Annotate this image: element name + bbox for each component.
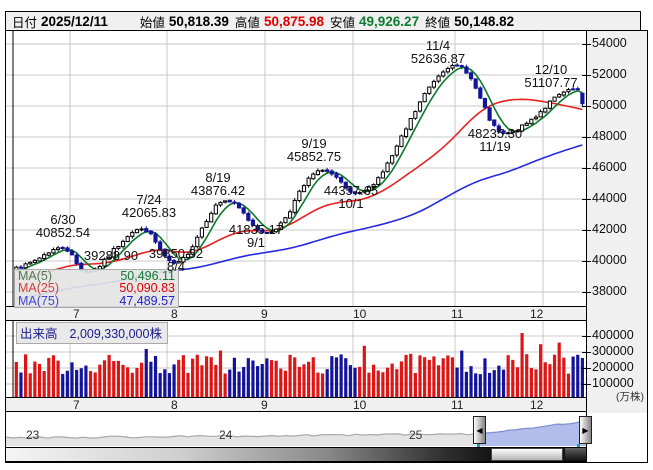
ma75-value: 47,489.57 [119, 293, 175, 308]
right-arrow-icon: ▶ [582, 426, 589, 435]
ma75-row: MA(75) 47,489.57 [18, 293, 175, 308]
chart-annotation: 7/24 42065.83 [121, 192, 177, 220]
ma25-value: 50,090.83 [119, 281, 175, 296]
ma5-row: MA(5) 50,496.11 [18, 269, 175, 283]
chart-annotation: 11/4 52636.87 [410, 38, 466, 66]
chart-annotation: 41835.17 9/1 [228, 222, 284, 250]
price-tick-label: 52000 [592, 67, 627, 81]
open-value: 50,818.39 [168, 13, 229, 29]
date-value: 2025/12/11 [41, 13, 108, 29]
price-tick-label: 48000 [592, 129, 627, 143]
volume-tick-label: 400000 [592, 328, 634, 342]
price-tick-mark [582, 261, 591, 262]
nav-right-tick [577, 444, 580, 448]
month-label-price: 7 [73, 307, 80, 321]
month-label-price: 9 [261, 307, 268, 321]
price-tick-mark [582, 75, 591, 76]
month-axis-price [6, 306, 647, 321]
price-tick-mark [582, 106, 591, 107]
month-label-price: 8 [171, 307, 178, 321]
left-arrow-icon: ◀ [476, 426, 483, 435]
month-label-volume: 7 [73, 398, 80, 412]
price-tick-mark [582, 44, 591, 45]
chart-annotation: 6/30 40852.54 [35, 212, 91, 240]
month-label-price: 12 [530, 307, 544, 321]
nav-left-handle[interactable]: ◀ [473, 416, 486, 444]
ma5-label: MA(5) [18, 269, 53, 283]
chart-annotation: 39288.90 [83, 248, 139, 263]
open-label: 始値 [139, 15, 165, 30]
year-label: 24 [219, 428, 233, 442]
month-label-price: 11 [451, 307, 464, 321]
low-label: 安値 [330, 15, 356, 30]
volume-header: 出来高 2,009,330,000株 [16, 322, 168, 344]
low-value: 49,926.27 [359, 13, 420, 29]
volume-tick-mark [582, 336, 591, 337]
month-label-volume: 11 [451, 398, 464, 412]
month-label-volume: 9 [261, 398, 268, 412]
high-value: 50,875.98 [263, 13, 324, 29]
price-tick-label: 54000 [592, 36, 627, 50]
chart-panel: MA(5) 50,496.11 MA(25) 50,090.83 MA(75) … [5, 30, 648, 463]
volume-tick-label: 100000 [592, 376, 634, 390]
candlestick-plot [6, 31, 586, 306]
navigator-plot[interactable] [6, 412, 586, 447]
month-label-volume: 10 [353, 398, 367, 412]
month-label-volume: 8 [171, 398, 178, 412]
volume-plot [6, 321, 586, 397]
volume-unit-label: (万株) [616, 391, 644, 403]
scrollbar-end-cap [565, 448, 586, 461]
year-label: 23 [26, 428, 40, 442]
nav-left-tick [477, 444, 480, 448]
high-label: 高値 [234, 15, 260, 30]
ma25-row: MA(25) 50,090.83 [18, 281, 175, 296]
right-axis-column [586, 31, 647, 413]
price-tick-label: 46000 [592, 160, 627, 174]
month-label-volume: 12 [530, 398, 544, 412]
volume-tick-label: 200000 [592, 360, 634, 374]
ohlc-header: 日付 2025/12/11 始値 50,818.39 高値 50,875.98 … [5, 11, 641, 31]
chart-annotation: 9/19 45852.75 [286, 136, 342, 164]
month-label-price: 10 [353, 307, 367, 321]
volume-tick-mark [582, 352, 591, 353]
chart-annotation: 44357.65 10/1 [323, 183, 379, 211]
ma75-label: MA(75) [18, 293, 59, 308]
chart-annotation: 12/10 51107.77 [524, 62, 578, 90]
price-tick-label: 38000 [592, 284, 627, 298]
chart-annotation: 39850.52 8/4 [148, 246, 204, 274]
price-tick-mark [582, 292, 591, 293]
volume-label: 出来高 [20, 327, 58, 341]
chart-annotation: 8/19 43876.42 [190, 170, 246, 198]
price-tick-label: 50000 [592, 98, 627, 112]
scrollbar-thumb[interactable] [491, 448, 563, 461]
price-tick-mark [582, 168, 591, 169]
year-label: 25 [409, 428, 423, 442]
volume-value: 2,009,330,000株 [69, 327, 162, 341]
chart-annotation: 48235.30 11/19 [467, 126, 523, 154]
nav-right-handle[interactable]: ▶ [579, 416, 592, 444]
price-tick-mark [582, 137, 591, 138]
volume-tick-label: 300000 [592, 344, 634, 358]
ma5-value: 50,496.11 [120, 269, 175, 283]
date-label: 日付 [12, 15, 38, 30]
price-tick-label: 44000 [592, 191, 627, 205]
ma-legend: MA(5) 50,496.11 MA(25) 50,090.83 MA(75) … [14, 269, 179, 309]
price-tick-label: 40000 [592, 253, 627, 267]
volume-tick-mark [582, 384, 591, 385]
month-axis-volume [6, 397, 647, 412]
volume-tick-mark [582, 368, 591, 369]
price-tick-mark [582, 230, 591, 231]
ma25-label: MA(25) [18, 281, 59, 296]
horizontal-scrollbar[interactable] [6, 447, 586, 462]
bottom-right-corner [586, 413, 647, 462]
price-tick-mark [582, 199, 591, 200]
close-value: 50,148.82 [454, 13, 515, 29]
price-tick-label: 42000 [592, 222, 627, 236]
close-label: 終値 [425, 15, 451, 30]
